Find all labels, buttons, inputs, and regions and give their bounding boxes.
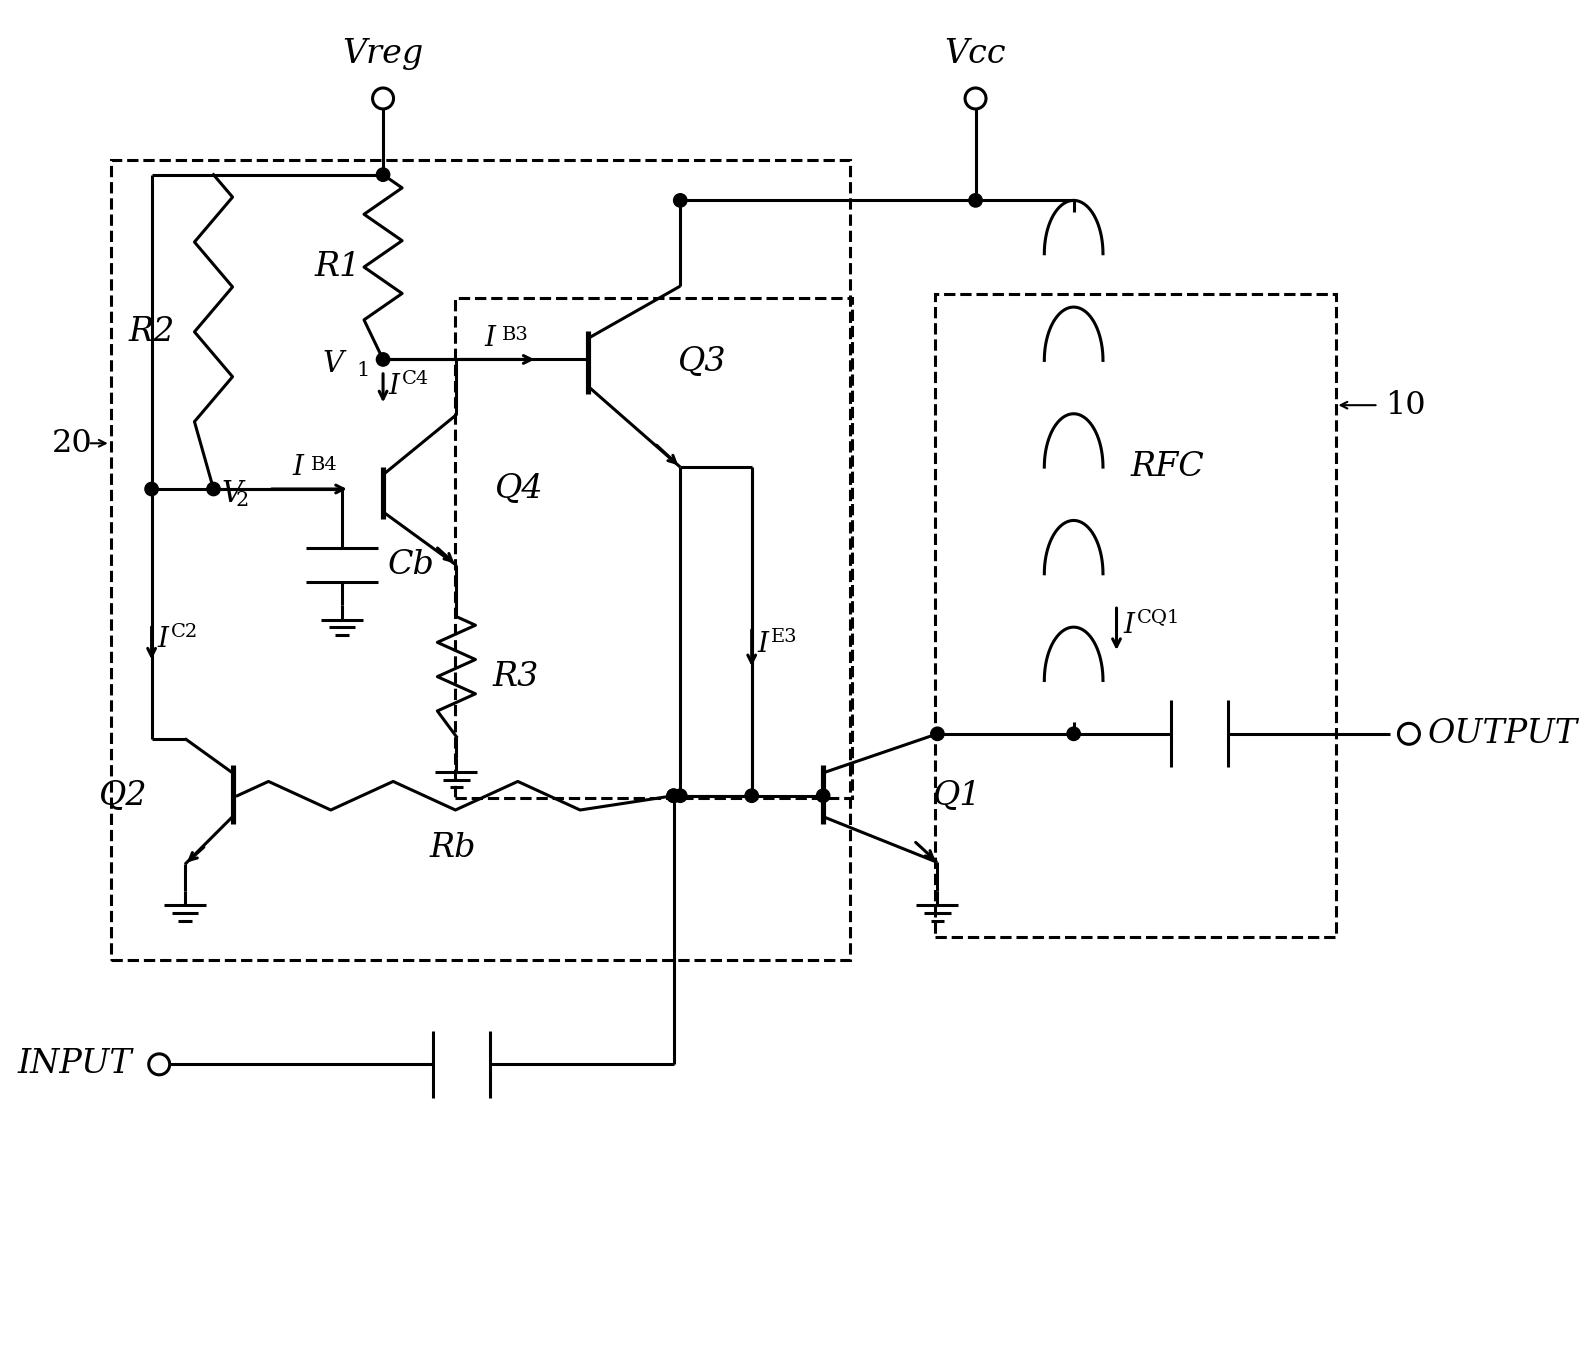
Text: I: I bbox=[389, 373, 400, 399]
Text: Rb: Rb bbox=[429, 832, 475, 864]
Text: B3: B3 bbox=[502, 327, 530, 345]
Text: V: V bbox=[222, 479, 242, 508]
Circle shape bbox=[373, 89, 394, 109]
Text: 2: 2 bbox=[236, 490, 249, 509]
Text: Vcc: Vcc bbox=[944, 38, 1006, 69]
Text: CQ1: CQ1 bbox=[1137, 609, 1180, 627]
Text: I: I bbox=[758, 631, 769, 658]
Circle shape bbox=[145, 482, 158, 496]
Text: Q3: Q3 bbox=[678, 346, 727, 379]
Circle shape bbox=[673, 789, 687, 802]
Circle shape bbox=[376, 353, 389, 366]
Circle shape bbox=[817, 789, 829, 802]
Text: Q1: Q1 bbox=[933, 779, 981, 812]
Circle shape bbox=[376, 168, 389, 181]
Text: C2: C2 bbox=[171, 622, 198, 642]
Text: Vreg: Vreg bbox=[343, 38, 424, 69]
Text: C4: C4 bbox=[402, 369, 429, 388]
Text: R3: R3 bbox=[493, 661, 539, 693]
Circle shape bbox=[673, 193, 687, 207]
Circle shape bbox=[667, 789, 679, 802]
Circle shape bbox=[968, 193, 983, 207]
Circle shape bbox=[745, 789, 758, 802]
Text: E3: E3 bbox=[770, 628, 798, 646]
Text: V: V bbox=[322, 350, 343, 379]
Circle shape bbox=[1399, 723, 1420, 744]
Text: R2: R2 bbox=[129, 316, 175, 347]
Text: I: I bbox=[158, 627, 169, 652]
Text: I: I bbox=[485, 326, 494, 351]
Circle shape bbox=[965, 89, 986, 109]
Bar bbox=[455, 298, 852, 798]
Text: OUTPUT: OUTPUT bbox=[1428, 718, 1577, 750]
Circle shape bbox=[148, 1054, 169, 1075]
Text: I: I bbox=[1123, 612, 1134, 639]
Bar bbox=[110, 161, 850, 960]
Text: 20: 20 bbox=[53, 428, 93, 459]
Text: Q4: Q4 bbox=[494, 473, 544, 505]
Circle shape bbox=[207, 482, 220, 496]
Text: INPUT: INPUT bbox=[18, 1049, 132, 1080]
Text: 10: 10 bbox=[1384, 390, 1426, 421]
Text: Cb: Cb bbox=[388, 549, 435, 582]
Text: Q2: Q2 bbox=[99, 779, 147, 812]
Bar bbox=[935, 294, 1335, 937]
Text: R1: R1 bbox=[314, 251, 360, 283]
Text: I: I bbox=[293, 455, 303, 481]
Circle shape bbox=[667, 789, 679, 802]
Circle shape bbox=[1067, 727, 1080, 741]
Text: 1: 1 bbox=[356, 361, 370, 380]
Text: RFC: RFC bbox=[1131, 451, 1204, 484]
Text: B4: B4 bbox=[311, 456, 338, 474]
Circle shape bbox=[931, 727, 944, 741]
